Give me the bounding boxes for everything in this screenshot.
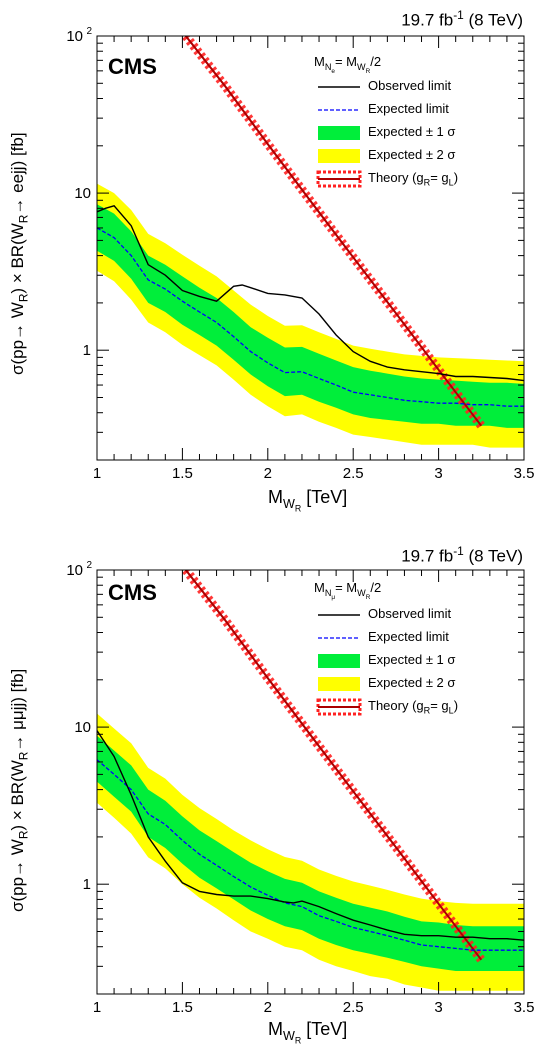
- theory-line: [185, 570, 483, 961]
- expected-limit-line: [97, 227, 524, 407]
- mass-assumption-note: MNμ= MWR/2: [314, 580, 382, 601]
- y-tick-label-exponent: 2: [86, 26, 92, 37]
- legend-observed: Observed limit: [368, 606, 452, 621]
- x-axis-label: MWR [TeV]: [268, 487, 348, 514]
- expected-1sigma-band: [97, 735, 524, 971]
- y-tick-label: 10: [74, 719, 91, 736]
- plot-area: [97, 570, 524, 991]
- x-tick-label: 2: [264, 999, 272, 1016]
- experiment-label: CMS: [108, 580, 157, 605]
- x-tick-label: 1.5: [172, 465, 193, 482]
- x-tick-label: 3: [434, 465, 442, 482]
- observed-limit-line: [97, 730, 524, 941]
- mass-assumption-note: MNe= MWR/2: [314, 54, 382, 75]
- legend-band2: Expected ± 2 σ: [368, 147, 456, 162]
- x-tick-label: 3.5: [514, 999, 535, 1016]
- x-tick-label: 2: [264, 465, 272, 482]
- legend-expected: Expected limit: [368, 101, 449, 116]
- plot-area: [97, 36, 524, 448]
- x-tick-label: 2.5: [343, 999, 364, 1016]
- experiment-label: CMS: [108, 54, 157, 79]
- luminosity-label: 19.7 fb-1 (8 TeV): [401, 544, 523, 566]
- x-tick-label: 3: [434, 999, 442, 1016]
- y-axis-label: σ(pp→ WR) × BR(WR→ μμjj) [fb]: [8, 668, 31, 912]
- x-tick-label: 1.5: [172, 999, 193, 1016]
- y-tick-label: 10: [66, 562, 83, 579]
- x-tick-label: 2.5: [343, 465, 364, 482]
- y-tick-label: 10: [74, 185, 91, 202]
- legend-band2-marker: [318, 677, 360, 691]
- legend-band1-marker: [318, 654, 360, 668]
- x-tick-label: 1: [93, 999, 101, 1016]
- theory-line: [185, 36, 483, 427]
- plot-frame: [96, 35, 525, 461]
- legend-theory: Theory (gR= gL): [368, 698, 459, 716]
- y-axis-label: σ(pp→ WR) × BR(WR→ eejj) [fb]: [8, 132, 31, 375]
- y-tick-label: 10: [66, 28, 83, 45]
- legend-band1: Expected ± 1 σ: [368, 124, 456, 139]
- x-tick-label: 1: [93, 465, 101, 482]
- x-tick-label: 3.5: [514, 465, 535, 482]
- legend-theory: Theory (gR= gL): [368, 170, 459, 188]
- legend-band2-marker: [318, 149, 360, 163]
- y-tick-label: 1: [83, 342, 91, 359]
- y-tick-label: 1: [83, 876, 91, 893]
- legend-band1-marker: [318, 126, 360, 140]
- x-axis-label: MWR [TeV]: [268, 1019, 348, 1046]
- legend-band1: Expected ± 1 σ: [368, 652, 456, 667]
- expected-limit-line: [97, 759, 524, 951]
- chart-panel-ee: 19.7 fb-1 (8 TeV) 1 1.5 2 2.5 3 3.5 1 10 10 2 CMS…: [8, 8, 535, 514]
- chart-panel-mumu: 19.7 fb-1 (8 TeV) 1 1.5 2 2.5 3 3.5 1 10 10 2 CMS…: [0, 526, 537, 1052]
- legend-expected: Expected limit: [368, 629, 449, 644]
- plot-frame: [96, 569, 525, 995]
- legend-band2: Expected ± 2 σ: [368, 675, 456, 690]
- observed-limit-line: [97, 205, 524, 382]
- legend-observed: Observed limit: [368, 78, 452, 93]
- expected-1sigma-band: [97, 204, 524, 428]
- y-tick-label-exponent: 2: [86, 560, 92, 571]
- luminosity-label: 19.7 fb-1 (8 TeV): [401, 8, 523, 30]
